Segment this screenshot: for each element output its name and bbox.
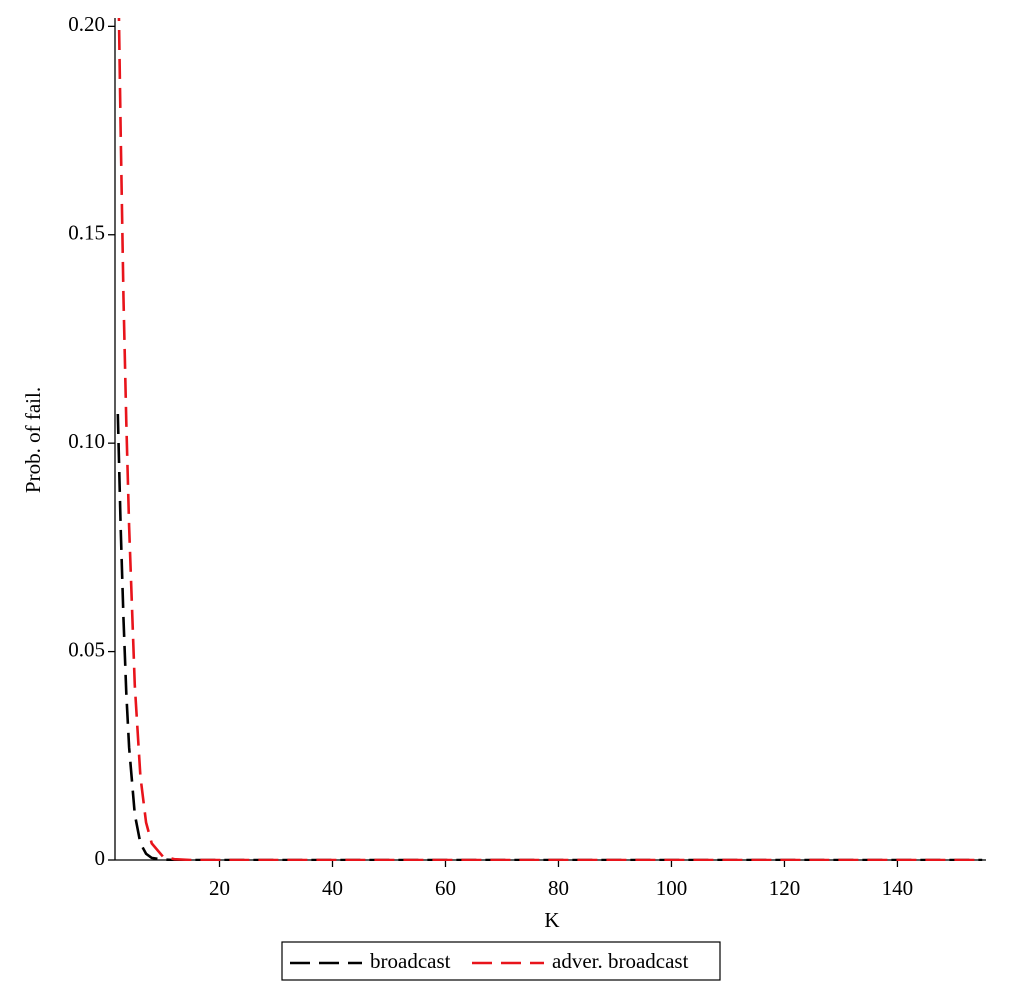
y-tick-label: 0.10	[68, 429, 105, 453]
x-tick-label: 100	[656, 876, 688, 900]
y-tick-label: 0.20	[68, 12, 105, 36]
y-tick-label: 0	[95, 846, 106, 870]
x-tick-label: 120	[769, 876, 801, 900]
y-tick-label: 0.05	[68, 637, 105, 661]
plot-area	[116, 18, 983, 861]
y-tick-label: 0.15	[68, 221, 105, 245]
legend-label: adver. broadcast	[552, 949, 689, 973]
x-tick-label: 40	[322, 876, 343, 900]
legend-label: broadcast	[370, 949, 451, 973]
x-tick-label: 80	[548, 876, 569, 900]
x-tick-label: 140	[882, 876, 914, 900]
x-tick-label: 20	[209, 876, 230, 900]
legend-box	[281, 941, 721, 981]
x-axis-label: K	[544, 908, 559, 932]
series-line	[117, 18, 983, 861]
y-axis-label: Prob. of fail.	[21, 387, 45, 493]
x-tick-label: 60	[435, 876, 456, 900]
series-line	[116, 413, 983, 861]
